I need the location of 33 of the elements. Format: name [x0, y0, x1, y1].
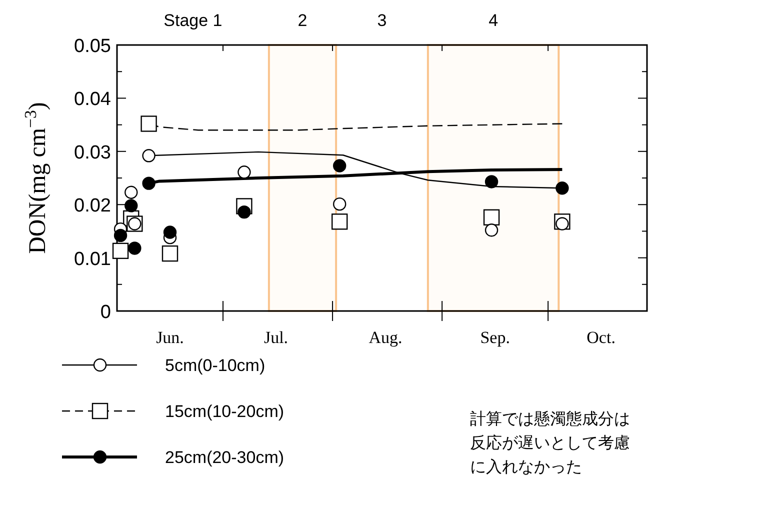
point — [114, 228, 128, 242]
y-tick-label: 0.02 — [74, 196, 111, 217]
y-tick-label: 0.05 — [74, 36, 111, 57]
x-tick-label: Jul. — [264, 328, 288, 347]
point — [556, 182, 569, 195]
point — [142, 176, 156, 190]
point — [484, 175, 498, 188]
x-tick-label: Jun. — [156, 328, 184, 347]
y-tick-label: 0.03 — [74, 142, 111, 164]
point — [124, 199, 138, 212]
point — [333, 159, 346, 172]
point — [163, 226, 177, 239]
y-tick-label: 0.04 — [74, 89, 112, 110]
text: Stage 1 — [164, 11, 222, 30]
x-tick-label: Oct. — [586, 328, 616, 347]
point — [128, 242, 142, 255]
point — [332, 214, 348, 230]
point — [556, 217, 569, 230]
legend-label: 25cm(20-30cm) — [165, 448, 284, 467]
point — [483, 209, 500, 226]
text: 3 — [377, 11, 387, 30]
point — [333, 197, 346, 211]
text: 計算では懸濁態成分は反応が遅いとして考慮に入れなかった — [470, 410, 630, 476]
y-tick-label: 0.01 — [74, 248, 111, 270]
band-label: 2 — [298, 11, 308, 30]
band-label: 4 — [488, 11, 498, 30]
legend-label: 15cm(10-20cm) — [165, 402, 284, 421]
point — [238, 205, 251, 219]
legend-label: 5cm(0-10cm) — [165, 356, 266, 375]
x-tick-label: Aug. — [368, 328, 402, 347]
x-tick-label: Sep. — [480, 328, 510, 347]
point — [484, 224, 498, 237]
y-tick-label: 0 — [100, 302, 111, 323]
